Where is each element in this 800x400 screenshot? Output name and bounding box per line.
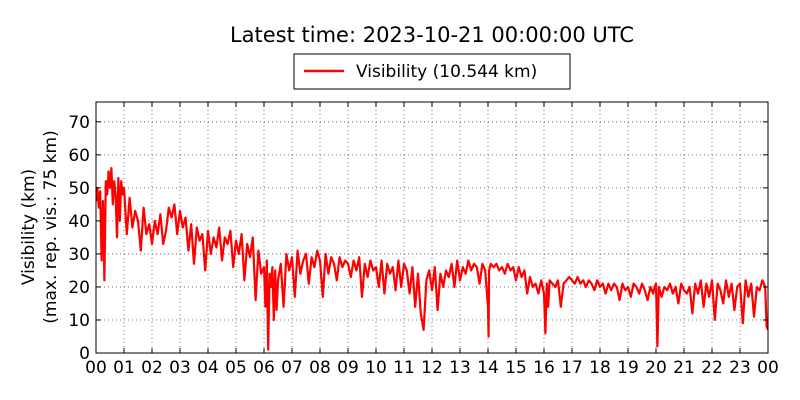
x-axis: 00 01 02 03 04 05 06 07 08 09 10 11 12 13 14 15 16 17 18 19… bbox=[85, 102, 779, 378]
x-tick-label: 10 bbox=[365, 358, 387, 378]
x-tick-label: 11 bbox=[393, 358, 415, 378]
y-tick-label: 0 bbox=[79, 344, 90, 364]
x-tick-label: 20 bbox=[645, 358, 667, 378]
y-tick-label: 40 bbox=[68, 212, 90, 232]
x-tick-label: 19 bbox=[617, 358, 639, 378]
x-tick-label: 21 bbox=[673, 358, 695, 378]
x-tick-label: 03 bbox=[169, 358, 191, 378]
plot-area bbox=[96, 166, 768, 351]
legend: Visibility (10.544 km) bbox=[293, 53, 571, 90]
x-tick-label: 13 bbox=[449, 358, 471, 378]
x-tick-label: 09 bbox=[337, 358, 359, 378]
y-axis-label-line2: (max. rep. vis.: 75 km) bbox=[41, 130, 61, 323]
y-tick-label: 70 bbox=[68, 113, 90, 133]
chart-title: Latest time: 2023-10-21 00:00:00 UTC bbox=[230, 23, 634, 47]
x-tick-label: 23 bbox=[729, 358, 751, 378]
x-tick-label: 01 bbox=[113, 358, 135, 378]
y-tick-label: 60 bbox=[68, 146, 90, 166]
y-tick-label: 20 bbox=[68, 278, 90, 298]
y-tick-label: 10 bbox=[68, 311, 90, 331]
x-tick-label: 07 bbox=[281, 358, 303, 378]
x-tick-label: 00 bbox=[85, 358, 107, 378]
x-tick-label: 05 bbox=[225, 358, 247, 378]
x-tick-label: 08 bbox=[309, 358, 331, 378]
legend-label: Visibility (10.544 km) bbox=[356, 62, 537, 82]
y-axis: 0 10 20 30 40 50 60 70 bbox=[68, 113, 768, 364]
y-axis-label-line1: Visibility (km) bbox=[19, 169, 39, 285]
x-tick-label: 16 bbox=[533, 358, 555, 378]
y-tick-label: 30 bbox=[68, 245, 90, 265]
x-tick-label: 15 bbox=[505, 358, 527, 378]
x-tick-label: 06 bbox=[253, 358, 275, 378]
y-tick-label: 50 bbox=[68, 179, 90, 199]
x-tick-label: 14 bbox=[477, 358, 499, 378]
x-tick-label: 22 bbox=[701, 358, 723, 378]
series-line-0 bbox=[96, 166, 768, 351]
x-tick-label: 17 bbox=[561, 358, 583, 378]
x-tick-label: 04 bbox=[197, 358, 219, 378]
x-tick-label: 02 bbox=[141, 358, 163, 378]
x-tick-label: 12 bbox=[421, 358, 443, 378]
x-tick-label: 00 bbox=[757, 358, 779, 378]
x-tick-label: 18 bbox=[589, 358, 611, 378]
